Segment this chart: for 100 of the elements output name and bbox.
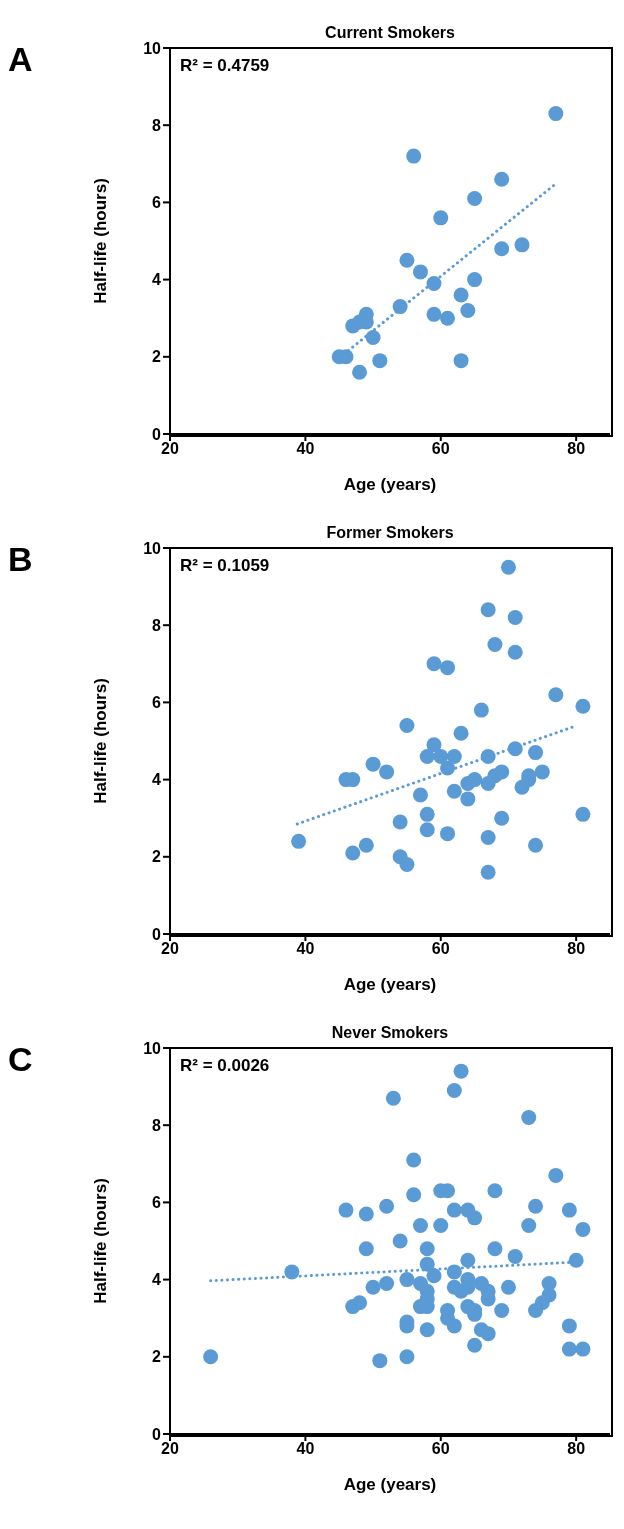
x-axis-title: Age (years) — [343, 1475, 437, 1494]
y-tick-label: 8 — [152, 116, 162, 134]
point — [487, 637, 503, 652]
point — [453, 287, 469, 303]
point — [514, 779, 530, 795]
chart-title: Never Smokers — [330, 1024, 450, 1042]
point — [419, 748, 435, 764]
point — [480, 864, 496, 880]
x-tick-label: 60 — [431, 440, 450, 458]
point — [453, 725, 469, 741]
point — [406, 148, 422, 164]
x-tick-label: 20 — [161, 1440, 179, 1458]
point — [575, 806, 591, 822]
y-axis-title: Half-life (hours) — [91, 1178, 111, 1304]
point — [358, 837, 374, 853]
point — [419, 806, 435, 822]
x-tick-label: 20 — [161, 440, 179, 458]
point — [433, 210, 449, 226]
point — [494, 171, 510, 187]
point — [494, 241, 510, 257]
y-tick-label: 2 — [152, 1348, 162, 1366]
x-tick-label: 40 — [296, 940, 315, 958]
point — [480, 602, 496, 618]
point — [392, 814, 408, 830]
y-tick-label: 6 — [152, 1194, 162, 1212]
x-axis-title: Age (years) — [343, 975, 437, 994]
point — [291, 833, 307, 849]
x-tick-label: 20 — [161, 940, 179, 958]
point — [460, 302, 476, 318]
x-tick-label: 40 — [296, 440, 315, 458]
text: A — [8, 40, 33, 79]
point — [426, 656, 442, 672]
y-tick-label: 0 — [152, 1425, 162, 1443]
y-tick-label: 2 — [152, 348, 162, 366]
point — [440, 310, 456, 326]
point — [494, 810, 510, 826]
point — [453, 353, 469, 369]
point — [440, 760, 456, 776]
chart-title: Current Smokers — [324, 24, 456, 42]
point — [419, 822, 435, 838]
point — [345, 845, 361, 861]
y-tick-label: 2 — [152, 848, 162, 866]
point — [480, 748, 496, 764]
text: B — [8, 540, 33, 579]
x-axis-title: Age (years) — [343, 475, 437, 494]
point — [514, 237, 530, 253]
point — [412, 787, 428, 803]
y-tick-label: 0 — [152, 425, 162, 443]
point — [548, 106, 564, 122]
point — [507, 741, 523, 757]
point — [500, 559, 516, 575]
y-tick-label: 0 — [152, 925, 162, 943]
point — [446, 783, 462, 799]
point — [534, 764, 550, 780]
point — [379, 764, 395, 780]
point — [467, 772, 483, 788]
point — [399, 252, 415, 268]
y-tick-label: 10 — [143, 539, 162, 557]
point — [426, 275, 442, 291]
point — [446, 748, 462, 764]
point — [507, 644, 523, 660]
x-tick-label: 80 — [567, 1440, 586, 1458]
x-tick-label: 40 — [296, 1440, 315, 1458]
y-tick-label: 10 — [143, 1039, 162, 1057]
point — [365, 756, 381, 772]
chart-title: Former Smokers — [325, 524, 455, 542]
point — [507, 609, 523, 625]
x-tick-label: 80 — [567, 440, 586, 458]
y-tick-label: 8 — [152, 1116, 162, 1134]
x-tick-label: 80 — [567, 940, 586, 958]
y-tick-label: 6 — [152, 694, 162, 712]
y-axis-title: Half-life (hours) — [91, 678, 111, 804]
point — [467, 191, 483, 207]
y-axis-title: Half-life (hours) — [91, 178, 111, 304]
point — [426, 306, 442, 322]
y-tick-label: 6 — [152, 194, 162, 212]
point — [460, 791, 476, 807]
x-tick-label: 60 — [431, 1440, 450, 1458]
y-tick-label: 10 — [143, 39, 162, 57]
point — [528, 837, 544, 853]
point — [528, 745, 544, 761]
y-tick-label: 4 — [152, 771, 162, 789]
point — [467, 272, 483, 288]
point — [440, 826, 456, 842]
point — [352, 364, 368, 380]
point — [372, 353, 388, 369]
text: C — [8, 1040, 33, 1079]
annotation: R² = 0.1059 — [180, 556, 270, 576]
point — [575, 698, 591, 714]
point — [412, 264, 428, 280]
y-tick-label: 4 — [152, 271, 162, 289]
point — [494, 764, 510, 780]
point — [473, 702, 489, 718]
point — [440, 660, 456, 676]
point — [548, 687, 564, 703]
x-tick-label: 60 — [431, 940, 450, 958]
point — [399, 857, 415, 873]
point — [392, 299, 408, 315]
y-tick-label: 8 — [152, 616, 162, 634]
point — [480, 830, 496, 845]
